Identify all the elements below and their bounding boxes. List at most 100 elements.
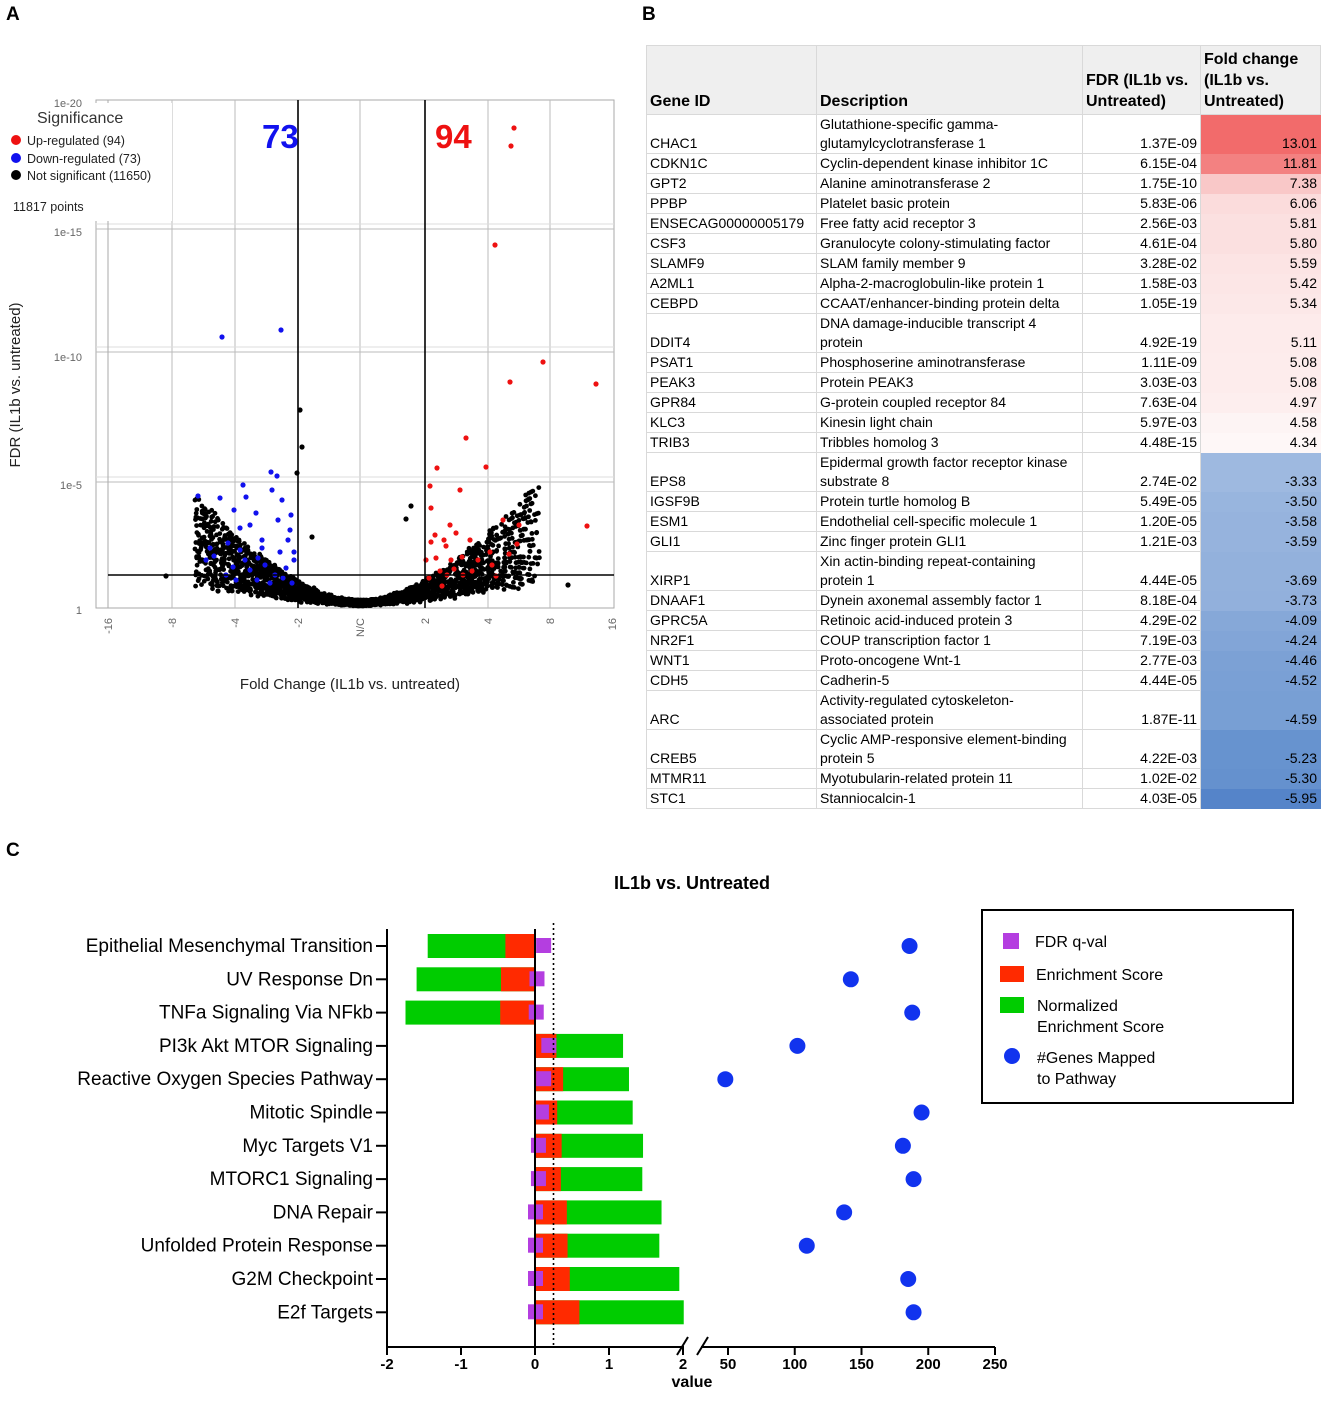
ns-point xyxy=(483,575,489,581)
header-fold-change: Fold change (IL1b vs. Untreated) xyxy=(1200,45,1321,115)
ns-point xyxy=(206,551,211,557)
ns-point xyxy=(215,524,220,529)
cell-fdr: 1.87E-11 xyxy=(1082,690,1201,730)
table-row: ESM1 Endothelial cell-specific molecule 1… xyxy=(646,511,1321,532)
ns-point xyxy=(262,586,268,591)
ns-point xyxy=(517,501,523,507)
fdr-marker xyxy=(533,1104,549,1120)
cell-description: DNA damage-inducible transcript 4 protein xyxy=(816,313,1083,353)
ns-point xyxy=(264,589,270,595)
x-tick-label: 1 xyxy=(605,1356,613,1373)
ns-point xyxy=(196,550,202,556)
cell-fdr: 1.75E-10 xyxy=(1082,173,1201,194)
ns-point xyxy=(361,602,366,608)
ns-point xyxy=(217,531,223,536)
ns-point xyxy=(208,518,214,524)
table-row: CDKN1C Cyclin-dependent kinase inhibitor … xyxy=(646,153,1321,174)
table-row: CDH5 Cadherin-5 4.44E-05 -4.52 xyxy=(646,670,1321,691)
ns-point xyxy=(520,581,525,587)
ns-point xyxy=(220,561,226,566)
up-point xyxy=(511,125,517,131)
up-point xyxy=(593,381,599,387)
category-label: MTORC1 Signaling xyxy=(210,1169,373,1190)
ns-point xyxy=(498,568,504,574)
cell-description: Protein turtle homolog B xyxy=(816,491,1083,512)
table-row: XIRP1 Xin actin-binding repeat-containing… xyxy=(646,551,1321,591)
down-point xyxy=(291,549,297,555)
cell-gene-id: PEAK3 xyxy=(646,372,817,393)
es-bar xyxy=(500,967,535,992)
ns-point xyxy=(453,577,459,583)
ns-point xyxy=(523,526,528,532)
ns-point xyxy=(453,562,458,568)
down-point xyxy=(259,545,265,551)
cell-fdr: 8.18E-04 xyxy=(1082,590,1201,611)
ns-point xyxy=(222,533,228,538)
cell-fdr: 1.02E-02 xyxy=(1082,768,1201,789)
ns-point xyxy=(527,508,533,513)
ns-point xyxy=(366,601,371,607)
down-point xyxy=(233,577,239,583)
ns-point xyxy=(489,535,494,541)
table-row: KLC3 Kinesin light chain 5.97E-03 4.58 xyxy=(646,412,1321,433)
ns-point xyxy=(204,529,210,534)
cell-fold-change: -4.24 xyxy=(1200,630,1321,651)
legend-ns-marker xyxy=(11,170,21,180)
up-point xyxy=(433,555,439,561)
ns-point xyxy=(163,573,169,579)
cell-fold-change: 5.08 xyxy=(1200,372,1321,393)
ns-point xyxy=(244,579,250,585)
ns-point xyxy=(201,534,207,540)
ns-point xyxy=(443,568,448,573)
up-point xyxy=(423,557,429,563)
legend-nes-label-2: Enrichment Score xyxy=(1037,1019,1164,1036)
ns-point xyxy=(502,534,507,539)
down-point xyxy=(288,512,294,518)
down-point xyxy=(237,525,243,531)
ns-point xyxy=(506,536,512,542)
x-axis-label: value xyxy=(672,1374,713,1391)
ns-point xyxy=(469,548,474,554)
cell-gene-id: CSF3 xyxy=(646,233,817,254)
ns-point xyxy=(202,506,208,511)
fdr-marker xyxy=(541,1037,557,1053)
y-tick-label: 1 xyxy=(76,605,82,617)
up-point xyxy=(451,566,457,572)
cell-fdr: 5.49E-05 xyxy=(1082,491,1201,512)
cell-description: G-protein coupled receptor 84 xyxy=(816,392,1083,413)
cell-gene-id: DDIT4 xyxy=(646,313,817,353)
cell-fold-change: 4.58 xyxy=(1200,412,1321,433)
cell-fdr: 4.03E-05 xyxy=(1082,788,1201,809)
category-label: Reactive Oxygen Species Pathway xyxy=(77,1069,373,1090)
x-tick-label: -2 xyxy=(380,1356,393,1373)
genes-marker xyxy=(894,1137,911,1154)
gene-table: Gene ID Description FDR (IL1b vs. Untreat… xyxy=(646,45,1321,809)
ns-point xyxy=(194,554,200,560)
ns-point xyxy=(195,531,201,537)
ns-point xyxy=(327,599,332,605)
ns-point xyxy=(193,510,199,516)
cell-fdr: 2.74E-02 xyxy=(1082,452,1201,492)
x-ticks: -2 -1 0 1 2 50 100 150 200 250 xyxy=(380,1347,1008,1373)
down-point xyxy=(269,487,275,493)
cell-description: Free fatty acid receptor 3 xyxy=(816,213,1083,234)
cell-description: Kinesin light chain xyxy=(816,412,1083,433)
ns-point xyxy=(213,568,219,574)
ns-point xyxy=(193,540,199,545)
cell-fdr: 7.63E-04 xyxy=(1082,392,1201,413)
ns-point xyxy=(517,570,523,576)
ns-point xyxy=(477,569,482,574)
ns-point xyxy=(507,545,512,551)
ns-point xyxy=(208,525,214,531)
ns-point xyxy=(222,578,227,584)
down-point xyxy=(279,497,285,503)
down-point xyxy=(211,553,217,559)
category-labels: Epithelial Mesenchymal Transition UV Resp… xyxy=(77,936,387,1323)
ns-point xyxy=(346,599,351,605)
cell-description: Cyclin-dependent kinase inhibitor 1C xyxy=(816,153,1083,174)
up-point xyxy=(475,557,481,563)
cell-gene-id: PPBP xyxy=(646,193,817,214)
ns-point xyxy=(193,583,199,589)
ns-point xyxy=(512,575,518,581)
